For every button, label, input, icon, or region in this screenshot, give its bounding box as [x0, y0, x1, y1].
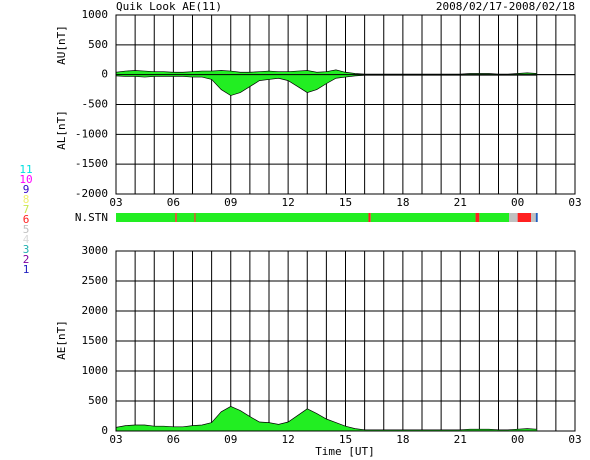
station-segment	[176, 213, 195, 222]
x-tick-label: 21	[454, 196, 467, 209]
x-tick-label: 03	[568, 433, 581, 446]
x-tick-label: 18	[396, 196, 409, 209]
y-tick-label: 0	[101, 424, 108, 437]
station-segment	[509, 213, 518, 222]
station-legend-label: 10	[19, 173, 32, 186]
station-segment	[194, 213, 196, 222]
station-legend-label: 4	[23, 233, 30, 246]
y-axis-label: AU[nT]	[55, 25, 68, 65]
y-tick-label: 500	[88, 394, 108, 407]
y-axis-label: AE[nT]	[55, 320, 68, 360]
line	[115, 74, 537, 96]
x-tick-label: 18	[396, 433, 409, 446]
station-legend-label: 8	[23, 193, 30, 206]
y-tick-label: -500	[82, 98, 109, 111]
station-segment	[370, 213, 476, 222]
x-tick-label: 06	[167, 433, 180, 446]
station-legend-label: 7	[23, 203, 30, 216]
line	[115, 69, 537, 75]
x-tick-label: 03	[109, 196, 122, 209]
plot-frame	[115, 14, 576, 195]
station-segment	[479, 213, 510, 222]
y-tick-label: 0	[101, 68, 108, 81]
x-tick-label: 00	[511, 196, 524, 209]
station-legend-label: 2	[23, 253, 30, 266]
station-legend-label: 11	[19, 163, 32, 176]
y-tick-label: 500	[88, 38, 108, 51]
station-segment	[195, 213, 369, 222]
x-tick-label: 21	[454, 433, 467, 446]
area	[116, 69, 537, 75]
station-segment	[175, 213, 177, 222]
line	[115, 406, 537, 431]
y-tick-label: -2000	[75, 187, 108, 200]
y-tick-label: 2500	[82, 274, 109, 287]
x-axis-label: Time [UT]	[315, 445, 375, 458]
area	[116, 406, 537, 431]
y-tick-label: 1000	[82, 8, 109, 21]
station-segment	[535, 213, 538, 222]
chart-title: Quik Look AE(11)	[116, 0, 222, 13]
y-tick-label: 1500	[82, 334, 109, 347]
x-tick-label: 12	[282, 433, 295, 446]
station-segment	[368, 213, 371, 222]
area	[116, 74, 537, 96]
y-axis-label: AL[nT]	[55, 110, 68, 150]
y-tick-label: -1000	[75, 127, 108, 140]
x-tick-label: 15	[339, 196, 352, 209]
x-tick-label: 03	[568, 196, 581, 209]
y-tick-label: -1500	[75, 157, 108, 170]
station-legend-label: 9	[23, 183, 30, 196]
stations-label: N.STN	[75, 211, 108, 224]
station-legend-label: 3	[23, 243, 30, 256]
y-tick-label: 2000	[82, 304, 109, 317]
station-segment	[475, 213, 480, 222]
x-tick-label: 09	[224, 196, 237, 209]
x-tick-label: 09	[224, 433, 237, 446]
station-legend-label: 1	[23, 263, 30, 276]
date-range: 2008/02/17-2008/02/18	[436, 0, 575, 13]
station-segment	[517, 213, 532, 222]
station-legend-label: 6	[23, 213, 30, 226]
y-tick-label: 1000	[82, 364, 109, 377]
x-tick-label: 12	[282, 196, 295, 209]
y-tick-label: 3000	[82, 244, 109, 257]
station-segment	[116, 213, 176, 222]
station-legend-label: 5	[23, 223, 30, 236]
station-segment	[531, 213, 536, 222]
x-tick-label: 03	[109, 433, 122, 446]
x-tick-label: 15	[339, 433, 352, 446]
plot-frame	[115, 250, 576, 432]
x-tick-label: 06	[167, 196, 180, 209]
x-tick-label: 00	[511, 433, 524, 446]
